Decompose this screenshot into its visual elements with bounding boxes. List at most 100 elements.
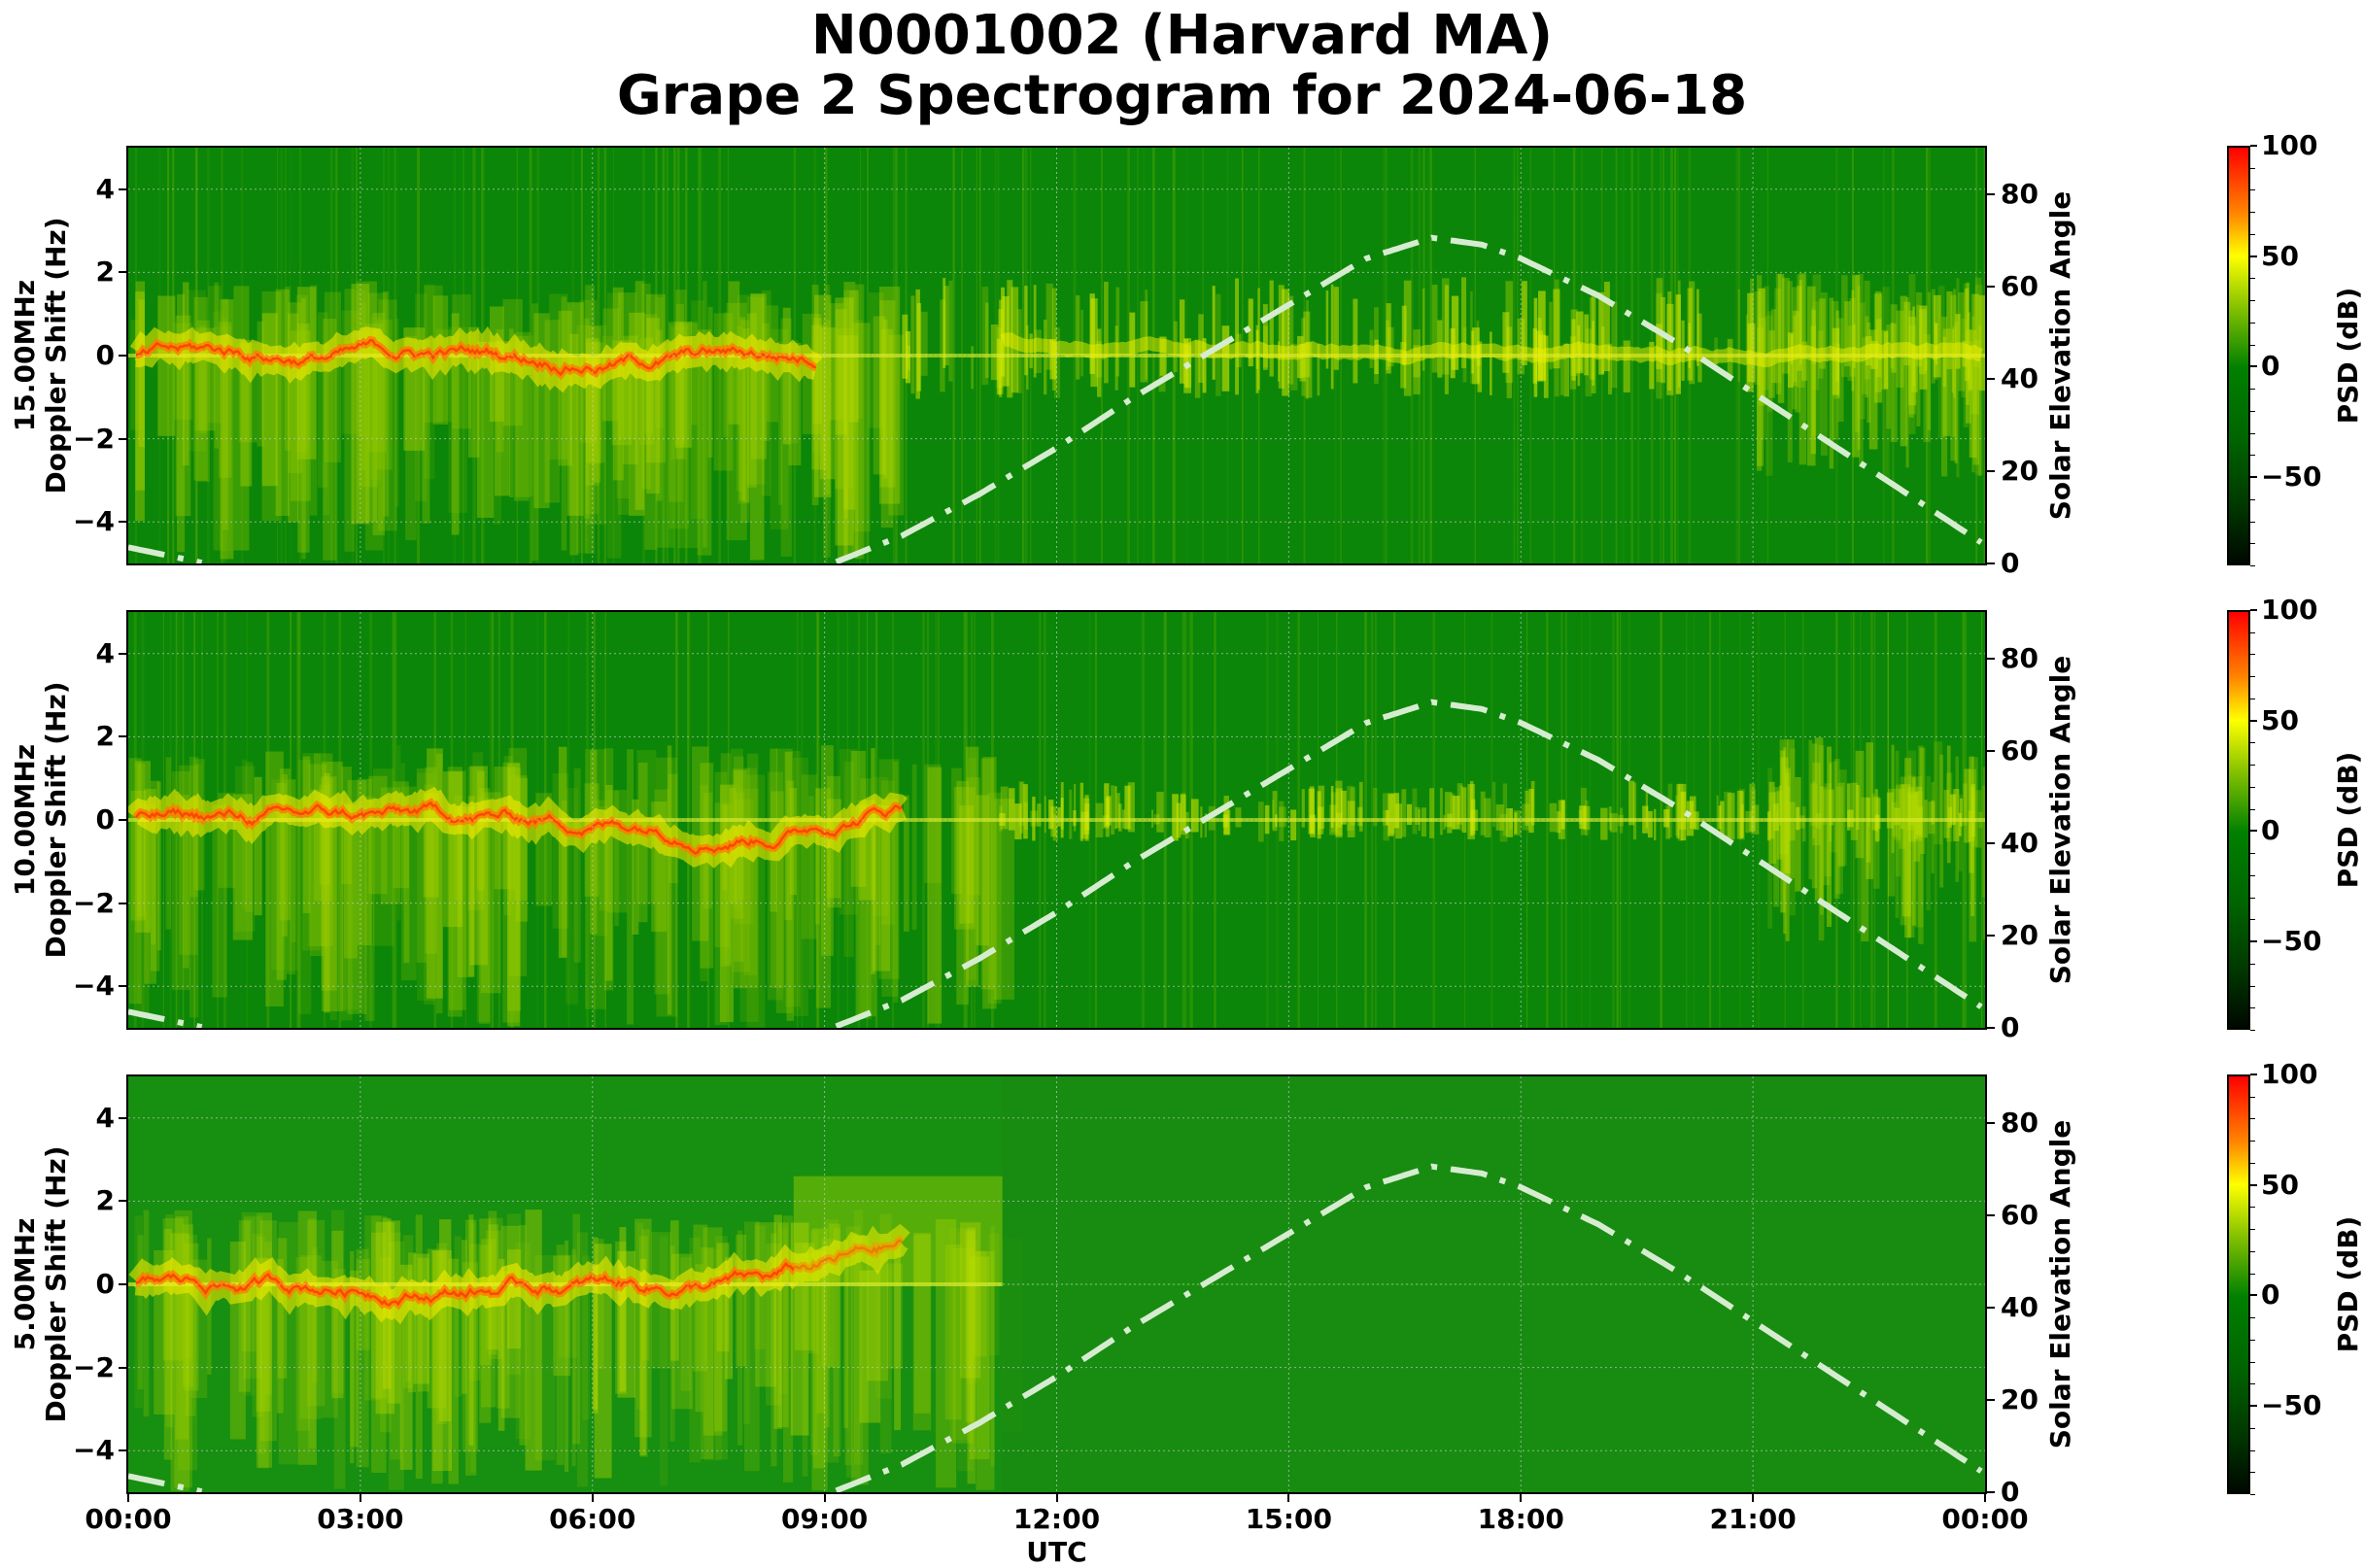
ytick-label: 4: [95, 1101, 115, 1134]
ytick-mark: [119, 902, 126, 904]
right-ytick-label: 80: [2001, 1106, 2039, 1139]
ytick-label: −4: [73, 1434, 115, 1467]
colorbar-tick-mark: [2250, 609, 2257, 611]
ytick-mark: [119, 187, 126, 190]
colorbar-tick-label: 50: [2261, 703, 2299, 736]
colorbar-minor-tick: [2250, 786, 2255, 788]
colorbar-minor-tick: [2250, 631, 2255, 633]
ytick-label: 2: [95, 256, 115, 289]
solar-elevation-axis-label: Solar Elevation Angle: [2044, 190, 2076, 521]
colorbar-minor-tick: [2250, 233, 2255, 235]
ytick-label: 2: [95, 720, 115, 753]
ytick-label: −2: [73, 886, 115, 919]
colorbar-minor-tick: [2250, 344, 2255, 346]
right-ytick-mark: [1987, 1398, 1995, 1401]
colorbar-minor-tick: [2250, 897, 2255, 899]
colorbar-minor-tick: [2250, 212, 2255, 214]
colorbar-tick-label: −50: [2261, 1389, 2322, 1422]
ytick-mark: [119, 819, 126, 821]
colorbar-minor-tick: [2250, 654, 2255, 656]
ytick-label: 4: [95, 636, 115, 669]
colorbar-minor-tick: [2250, 742, 2255, 744]
doppler-shift-label: Doppler Shift (Hz): [40, 217, 72, 494]
colorbar-minor-tick: [2250, 565, 2255, 566]
colorbar-minor-tick: [2250, 853, 2255, 855]
ytick-label: −2: [73, 422, 115, 455]
right-ytick-mark: [1987, 1491, 1995, 1493]
ytick-mark: [119, 1366, 126, 1369]
chart-title-line1: N0001002 (Harvard MA): [810, 4, 1554, 67]
colorbar-minor-tick: [2250, 765, 2255, 767]
colorbar-minor-tick: [2250, 1118, 2255, 1120]
colorbar-minor-tick: [2250, 543, 2255, 545]
colorbar-minor-tick: [2250, 1030, 2255, 1031]
right-ytick-label: 0: [2001, 1476, 2020, 1508]
colorbar-minor-tick: [2250, 300, 2255, 302]
psd-colorbar: [2227, 610, 2250, 1030]
doppler-axis-label: 5.00MHz Doppler Shift (Hz): [9, 1075, 78, 1493]
ytick-mark: [119, 652, 126, 655]
colorbar-minor-tick: [2250, 1273, 2255, 1275]
doppler-axis-label: 10.00MHz Doppler Shift (Hz): [9, 611, 78, 1029]
colorbar-minor-tick: [2250, 189, 2255, 191]
colorbar-minor-tick: [2250, 278, 2255, 280]
psd-colorbar-label: PSD (dB): [2332, 751, 2364, 889]
right-ytick-label: 80: [2001, 641, 2039, 674]
ytick-mark: [119, 1116, 126, 1119]
colorbar-tick-label: 100: [2261, 129, 2318, 161]
ytick-mark: [119, 437, 126, 440]
colorbar-tick-label: −50: [2261, 460, 2322, 494]
colorbar-tick-mark: [2250, 1405, 2257, 1408]
right-ytick-mark: [1987, 657, 1995, 660]
right-ytick-label: 40: [2001, 826, 2039, 859]
chart-title-line2: Grape 2 Spectrogram for 2024-06-18: [616, 64, 1748, 127]
frequency-label: 10.00MHz: [9, 743, 41, 897]
colorbar-tick-mark: [2250, 1074, 2257, 1075]
xtick-label: 21:00: [1709, 1503, 1797, 1535]
colorbar-tick-label: 0: [2261, 1278, 2280, 1312]
right-ytick-label: 20: [2001, 1382, 2039, 1415]
colorbar-minor-tick: [2250, 1472, 2255, 1474]
x-axis-label: UTC: [1026, 1536, 1087, 1568]
colorbar-minor-tick: [2250, 1207, 2255, 1209]
xtick-mark: [1752, 1494, 1755, 1502]
right-ytick-mark: [1987, 377, 1995, 380]
xtick-mark: [127, 1494, 129, 1502]
colorbar-minor-tick: [2250, 874, 2255, 876]
xtick-label: 03:00: [317, 1503, 404, 1535]
colorbar-minor-tick: [2250, 1096, 2255, 1098]
ytick-mark: [119, 355, 126, 357]
solar-elevation-curve: [128, 544, 203, 563]
colorbar-tick-label: 50: [2261, 1168, 2299, 1201]
right-ytick-label: 0: [2001, 547, 2020, 579]
colorbar-tick-label: 100: [2261, 594, 2318, 626]
colorbar-tick-label: 100: [2261, 1058, 2318, 1090]
right-ytick-mark: [1987, 1306, 1995, 1309]
colorbar-minor-tick: [2250, 410, 2255, 412]
right-ytick-label: 60: [2001, 1198, 2039, 1231]
colorbar-minor-tick: [2250, 498, 2255, 500]
right-ytick-label: 40: [2001, 361, 2039, 394]
colorbar-minor-tick: [2250, 919, 2255, 921]
ytick-mark: [119, 521, 126, 524]
colorbar-minor-tick: [2250, 1494, 2255, 1495]
colorbar-tick-mark: [2250, 365, 2257, 368]
colorbar-tick-label: 50: [2261, 239, 2299, 272]
right-ytick-mark: [1987, 192, 1995, 195]
colorbar-tick-mark: [2250, 719, 2257, 722]
colorbar-tick-mark: [2250, 830, 2257, 833]
colorbar-minor-tick: [2250, 521, 2255, 523]
ytick-label: 4: [95, 172, 115, 205]
colorbar-minor-tick: [2250, 1339, 2255, 1341]
solar-elevation-curve: [128, 1008, 203, 1028]
doppler-shift-label: Doppler Shift (Hz): [40, 1145, 72, 1423]
right-ytick-label: 0: [2001, 1011, 2020, 1043]
colorbar-minor-tick: [2250, 432, 2255, 434]
right-ytick-label: 40: [2001, 1290, 2039, 1323]
xtick-label: 12:00: [1012, 1503, 1101, 1535]
spectrogram-panel-2: [126, 610, 1987, 1030]
colorbar-minor-tick: [2250, 1449, 2255, 1451]
colorbar-tick-mark: [2250, 145, 2257, 147]
colorbar-minor-tick: [2250, 1007, 2255, 1009]
colorbar-minor-tick: [2250, 322, 2255, 324]
